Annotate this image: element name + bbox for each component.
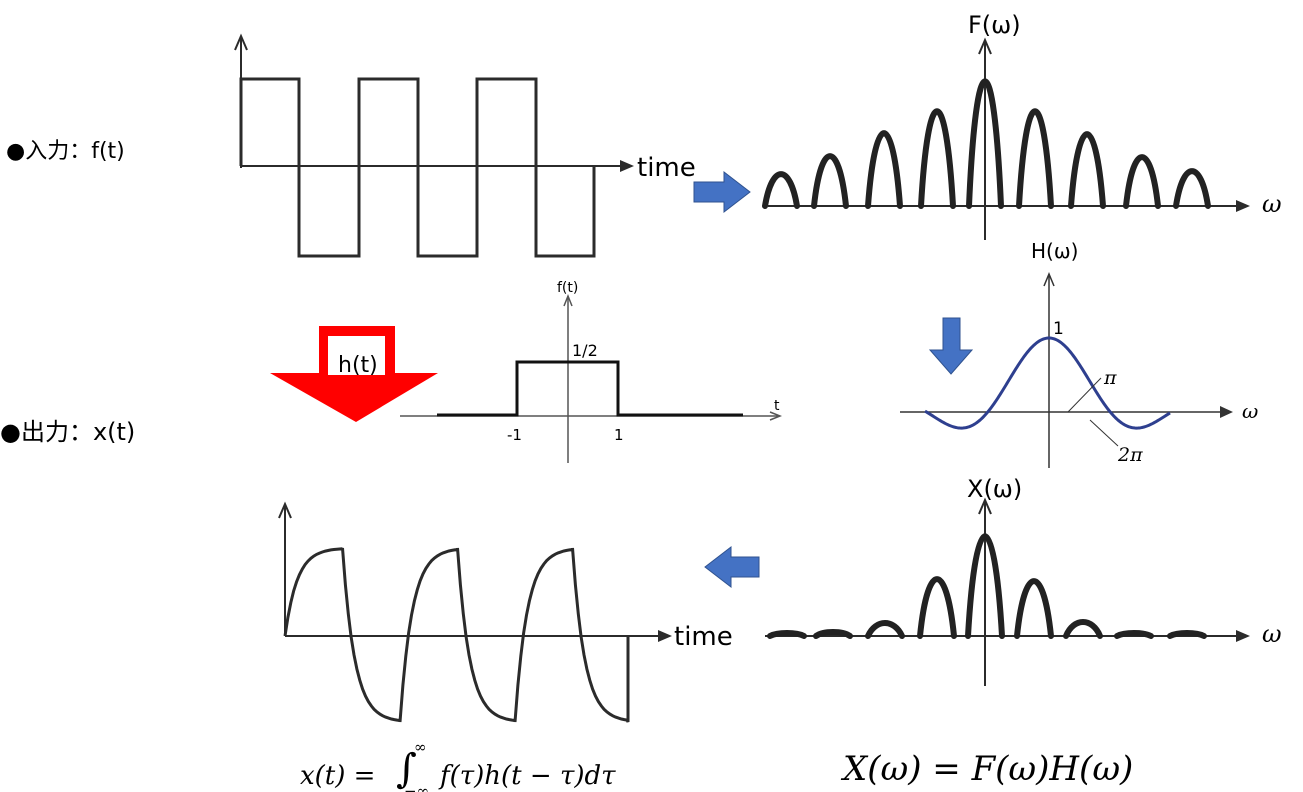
spectrum-X-lobes	[767, 533, 1207, 639]
spectrum-X-lobe	[917, 576, 957, 639]
spectrum-F-lobe	[1068, 131, 1106, 209]
fourier-transform-arrow-right	[693, 170, 751, 214]
spectrum-F-y-axis-arrow	[978, 37, 992, 55]
output-waveform-plot: time	[278, 501, 733, 723]
filter-response-plot: H(ω) 1 π 2π ω	[900, 239, 1258, 468]
convolution-integral-sign: ∫	[396, 746, 417, 792]
filter-2pi-leader	[1089, 419, 1119, 447]
inverse-transform-arrow-left	[704, 545, 760, 589]
rect-pulse-t-axis-arrow	[769, 411, 783, 421]
output-y-axis-arrow	[278, 501, 292, 519]
ht-label: h(t)	[338, 353, 378, 378]
spectrum-X-lobe	[865, 620, 905, 639]
spectrum-F-omega-axis-arrow	[1236, 200, 1250, 212]
convolution-lower-limit: −∞	[404, 782, 429, 792]
input-label: ●入力：f(t)	[6, 139, 125, 164]
filter-pi-leader	[1067, 377, 1102, 413]
spectrum-X-omega-axis-arrow	[1236, 630, 1250, 642]
spectrum-F-omega-label: ω	[1262, 190, 1282, 218]
filter-2pi-label: 2π	[1117, 444, 1143, 466]
input-square-wave	[239, 77, 596, 258]
spectrum-X-title: X(ω)	[967, 475, 1022, 503]
spectrum-F-lobe	[1016, 108, 1054, 209]
rect-pulse-height-label: 1/2	[572, 341, 598, 360]
filter-y-axis-arrow	[1043, 272, 1055, 287]
filter-pi-label: π	[1103, 367, 1117, 389]
output-filtered-wave	[283, 547, 630, 723]
spectrum-X-y-axis-arrow	[978, 497, 992, 515]
input-square-wave-plot: time	[234, 33, 696, 258]
convolution-rhs: f(τ)h(t − τ)dτ	[438, 761, 616, 791]
ht-label-box	[328, 336, 385, 375]
product-formula: X(ω) = F(ω)H(ω)	[840, 749, 1133, 789]
output-spectrum-plot: X(ω) ω	[765, 475, 1282, 686]
spectrum-F-lobe	[1123, 154, 1161, 209]
spectrum-X-omega-label: ω	[1262, 620, 1282, 648]
spectrum-X-lobe	[1014, 578, 1054, 639]
filter-omega-label: ω	[1242, 399, 1258, 423]
rect-pulse-tick-right: 1	[614, 426, 624, 444]
spectrum-F-lobe	[811, 153, 849, 209]
rect-pulse-plot: f(t) t 1/2 -1 1	[400, 280, 783, 463]
input-time-label: time	[637, 153, 696, 183]
spectrum-F-title: F(ω)	[968, 11, 1021, 39]
input-time-axis-arrow	[620, 160, 634, 172]
spectrum-F-lobes	[762, 78, 1211, 209]
output-time-axis-arrow	[658, 630, 672, 642]
spectrum-X-lobe	[813, 629, 853, 639]
spectrum-F-lobe	[918, 108, 956, 209]
filter-arrow-down	[928, 317, 974, 375]
rect-pulse-y-axis-arrow	[563, 293, 573, 307]
output-label: ●出力：x(t)	[0, 418, 135, 446]
convolution-formula: x(t) = ∫ ∞ −∞ f(τ)h(t − τ)dτ	[300, 738, 616, 792]
rect-pulse-curve	[437, 360, 743, 417]
input-spectrum-plot: F(ω) ω	[762, 11, 1282, 240]
output-time-label: time	[674, 622, 733, 652]
spectrum-F-lobe	[966, 78, 1004, 209]
spectrum-X-lobe	[1167, 630, 1207, 639]
rect-pulse-tick-left: -1	[507, 426, 522, 444]
rect-pulse-y-label: f(t)	[557, 280, 578, 296]
spectrum-X-lobe	[965, 533, 1005, 639]
spectrum-X-lobe	[1063, 619, 1103, 639]
filter-omega-axis-arrow	[1220, 406, 1233, 418]
spectrum-X-lobe	[1114, 630, 1154, 639]
spectrum-X-lobe	[767, 630, 807, 639]
spectrum-F-lobe	[865, 130, 903, 209]
rect-pulse-t-label: t	[774, 398, 780, 414]
convolution-lhs: x(t) =	[300, 761, 375, 791]
impulse-response-arrow: h(t)	[270, 326, 438, 422]
filter-sinc-curve	[924, 336, 1171, 430]
convolution-upper-limit: ∞	[414, 738, 427, 756]
filter-peak-label: 1	[1053, 319, 1064, 339]
filter-title: H(ω)	[1031, 239, 1078, 263]
spectrum-F-lobe	[1173, 168, 1211, 209]
spectrum-F-lobe	[762, 171, 800, 209]
input-y-axis-arrow	[234, 33, 248, 51]
